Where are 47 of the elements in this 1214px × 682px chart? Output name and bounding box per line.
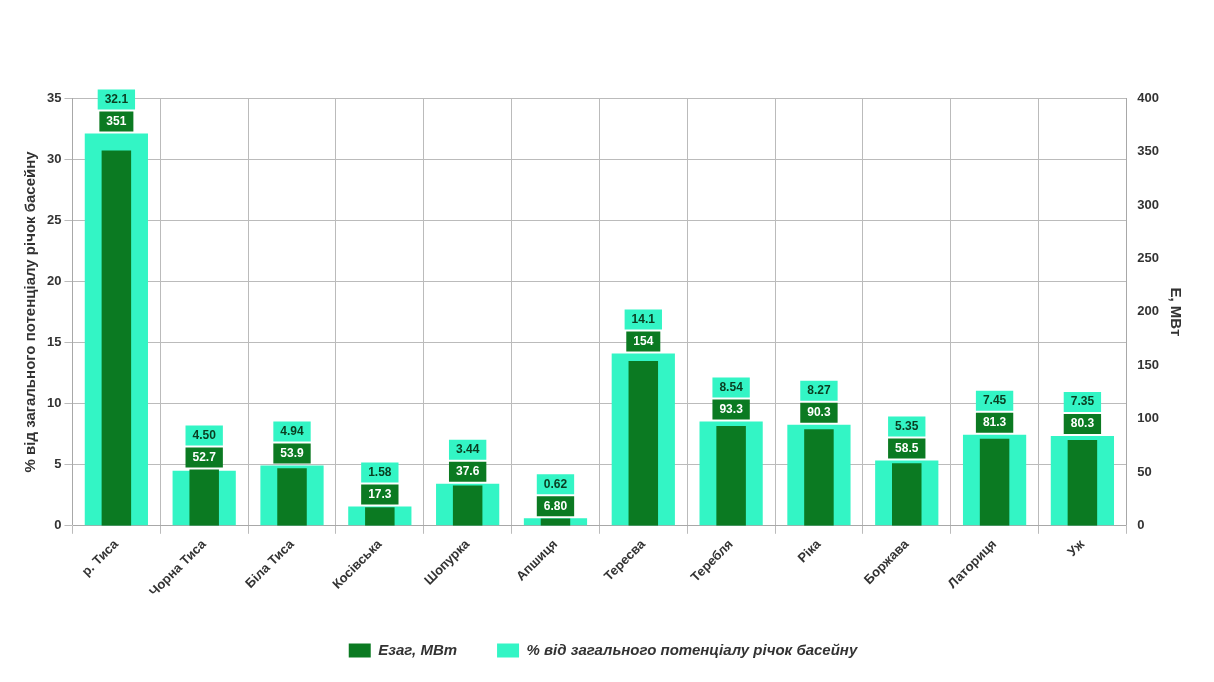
y2-tick-label: 50	[1137, 463, 1152, 479]
y-tick-label: 5	[54, 456, 62, 472]
x-tick-label: Ріка	[794, 535, 825, 566]
y-tick-label: 15	[46, 334, 62, 350]
data-label: 8.27	[807, 383, 831, 398]
x-tick-label: Уж	[1064, 535, 1088, 560]
data-label: 90.3	[807, 405, 831, 420]
data-label: 52.7	[192, 449, 217, 464]
data-label: 7.35	[1070, 394, 1095, 409]
y-tick-label: 20	[46, 272, 62, 288]
y2-tick-label: 350	[1137, 143, 1160, 159]
y-axis-title: % від загального потенціалу річок басейну	[21, 150, 39, 473]
data-label: 8.54	[719, 379, 744, 394]
data-label: 14.1	[631, 311, 656, 326]
y2-axis-title: E, МВт	[1167, 287, 1185, 337]
y2-tick-label: 150	[1137, 356, 1160, 372]
y2-tick-label: 200	[1137, 303, 1160, 319]
data-label: 5.35	[895, 418, 919, 433]
data-label: 351	[106, 113, 127, 128]
y-tick-label: 0	[54, 517, 62, 533]
data-label: 3.44	[455, 442, 480, 457]
data-label: 154	[633, 333, 654, 348]
y-tick-label: 10	[46, 395, 62, 411]
data-label: 93.3	[719, 401, 744, 416]
data-label: 7.45	[982, 393, 1007, 408]
legend-label: % від загального потенціалу річок басейну	[526, 640, 858, 658]
data-label: 4.94	[280, 423, 305, 438]
data-label: 80.3	[1070, 416, 1095, 431]
data-label: 6.80	[543, 498, 568, 513]
y-tick-label: 30	[46, 150, 62, 166]
data-label: 37.6	[455, 464, 480, 479]
data-label: 58.5	[895, 440, 919, 455]
y2-tick-label: 0	[1137, 517, 1145, 533]
y-tick-label: 35	[46, 89, 62, 105]
y2-tick-label: 400	[1137, 89, 1160, 105]
data-label: 17.3	[368, 486, 392, 501]
y-tick-label: 25	[46, 211, 62, 227]
data-label: 0.62	[543, 476, 568, 491]
data-label: 4.50	[192, 427, 217, 442]
y2-tick-label: 100	[1137, 410, 1160, 426]
y2-tick-label: 250	[1137, 250, 1160, 266]
y2-tick-label: 300	[1137, 196, 1160, 212]
data-label: 1.58	[368, 464, 392, 479]
legend-label: Езаг, МВт	[378, 640, 458, 658]
data-label: 81.3	[982, 415, 1007, 430]
data-label: 53.9	[280, 445, 305, 460]
data-label: 32.1	[104, 91, 129, 106]
